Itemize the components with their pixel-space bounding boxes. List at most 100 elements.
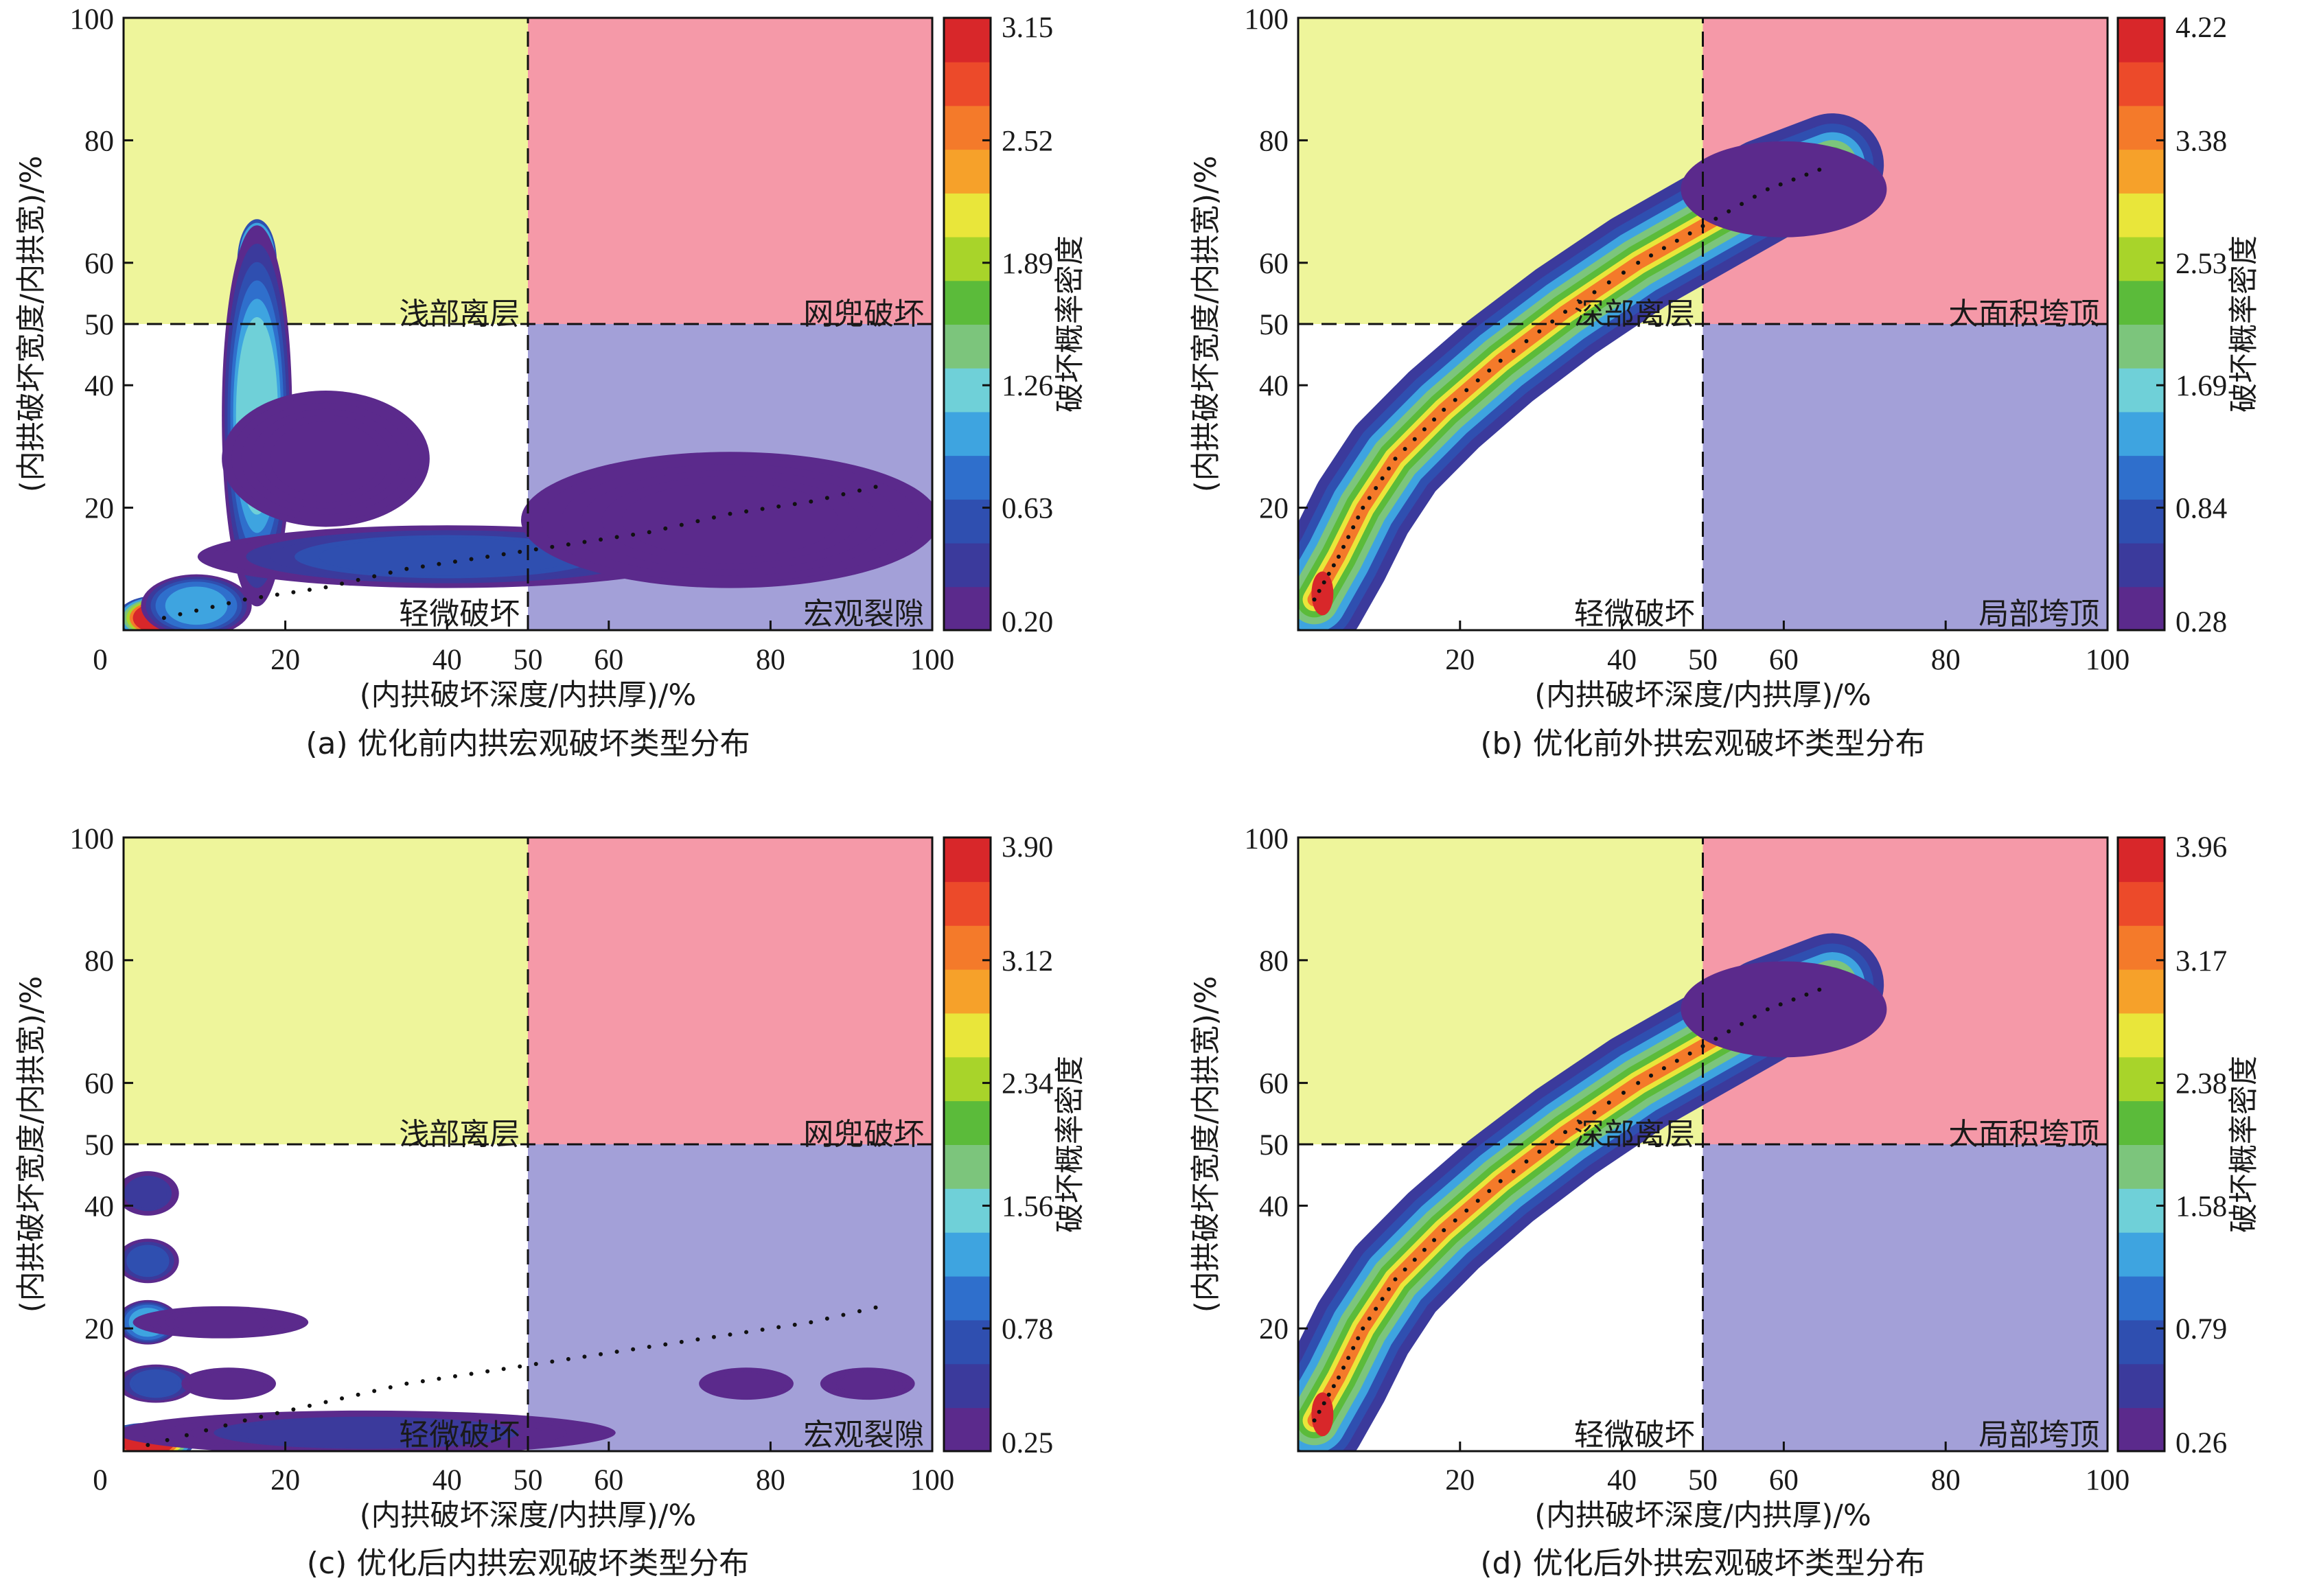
y-axis-label: (内拱破坏宽度/内拱宽)/% — [1189, 976, 1223, 1312]
colorbar-label: 破坏概率密度 — [2227, 235, 2261, 413]
data-point — [1778, 182, 1783, 187]
zone-label-top-left: 深部离层 — [1574, 297, 1695, 332]
colorbar-tick-label: 1.58 — [2175, 1190, 2227, 1223]
data-point — [1752, 1015, 1757, 1019]
colorbar-swatch — [944, 455, 991, 500]
data-point — [469, 557, 474, 562]
zone-label-bottom-left: 轻微破坏 — [399, 1418, 520, 1453]
colorbar-swatch — [944, 324, 991, 369]
data-point — [1336, 554, 1341, 559]
colorbar: 0.28 0.84 1.69 2.53 3.38 4.22 破坏概率密度 — [2116, 12, 2261, 638]
data-point — [1713, 1037, 1718, 1041]
density-contour — [201, 1372, 256, 1396]
data-point — [1387, 1286, 1392, 1291]
colorbar-swatch — [2118, 837, 2165, 882]
colorbar-tick-label: 0.63 — [1002, 493, 1053, 525]
x-axis-label: (内拱破坏深度/内拱厚)/% — [1534, 678, 1871, 713]
data-point — [204, 1428, 209, 1433]
data-point — [1403, 1267, 1407, 1272]
data-point — [1817, 167, 1822, 172]
data-point — [1356, 515, 1361, 520]
density-contour — [840, 1372, 895, 1396]
y-tick-label: 80 — [84, 945, 114, 978]
panel-caption: (b) 优化前外拱宏观破坏类型分布 — [1480, 726, 1925, 761]
zone-bottom-right — [1702, 1144, 2108, 1451]
data-point — [452, 1374, 457, 1378]
density-contour — [128, 1179, 168, 1208]
colorbar-swatch — [2118, 324, 2165, 369]
colorbar-swatch — [2118, 280, 2165, 325]
colorbar-tick-label: 1.89 — [1002, 248, 1053, 280]
colorbar-swatch — [944, 925, 991, 970]
data-point — [647, 1345, 651, 1350]
colorbar-frame — [943, 836, 992, 1453]
data-point — [1326, 571, 1331, 576]
data-point — [1393, 456, 1398, 461]
zone-label-top-left: 浅部离层 — [399, 297, 520, 332]
panel-caption: (c) 优化后内拱宏观破坏类型分布 — [307, 1546, 750, 1581]
data-point — [1578, 1120, 1582, 1124]
zone-bottom-right — [528, 1144, 932, 1451]
data-point — [1351, 1345, 1356, 1350]
data-point — [1403, 446, 1407, 451]
data-point — [582, 1354, 587, 1359]
data-point — [469, 1372, 474, 1376]
data-point — [550, 544, 555, 549]
data-point — [1804, 172, 1809, 177]
data-point — [404, 566, 409, 571]
density-layer — [124, 1171, 915, 1451]
colorbar-swatch — [944, 367, 991, 413]
data-point — [1412, 437, 1417, 441]
data-point — [1674, 238, 1679, 243]
data-point — [1475, 378, 1480, 383]
data-point — [1687, 231, 1692, 235]
x-tick-label: 100 — [910, 1464, 955, 1496]
data-point — [518, 1364, 522, 1369]
y-tick-label: 80 — [1259, 945, 1289, 978]
data-point — [1380, 1297, 1385, 1302]
y-tick-label: 20 — [1259, 1313, 1289, 1345]
density-contour — [319, 537, 575, 576]
data-point — [1346, 1356, 1351, 1361]
colorbar-tick-label: 1.56 — [1002, 1190, 1053, 1223]
zone-label-bottom-left: 轻微破坏 — [1574, 597, 1695, 632]
data-point — [1498, 358, 1503, 363]
density-spread — [1681, 141, 1887, 238]
data-point — [420, 564, 425, 569]
data-point — [1740, 1021, 1744, 1026]
x-tick-label: 60 — [594, 1464, 623, 1496]
data-point — [809, 1320, 813, 1325]
data-point — [1804, 992, 1809, 997]
data-point — [1336, 1375, 1341, 1380]
data-point — [1537, 329, 1542, 334]
y-tick-label: 60 — [1259, 1068, 1289, 1100]
data-point — [404, 1381, 409, 1386]
data-point — [599, 1352, 603, 1356]
data-point — [291, 1407, 296, 1412]
colorbar-swatch — [944, 1100, 991, 1145]
zone-label-bottom-left: 轻微破坏 — [399, 597, 520, 632]
density-contour — [238, 1418, 495, 1448]
colorbar-swatch — [2118, 236, 2165, 281]
density-peak — [1311, 1392, 1334, 1437]
colorbar-swatch — [2118, 1363, 2165, 1409]
data-point — [744, 1330, 749, 1334]
data-point — [1464, 388, 1469, 393]
y-axis-label: (内拱破坏宽度/内拱宽)/% — [1189, 156, 1223, 492]
colorbar-tick-label: 3.15 — [1002, 12, 1053, 44]
data-point — [1661, 246, 1666, 251]
data-point — [582, 540, 587, 544]
x-tick-label: 60 — [1769, 644, 1799, 676]
zone-top-left — [124, 837, 528, 1144]
x-tick-label: 0 — [93, 644, 108, 676]
data-point — [1380, 476, 1385, 481]
data-point — [1326, 1392, 1331, 1397]
data-point — [1592, 1110, 1597, 1115]
colorbar-tick-label: 4.22 — [2175, 12, 2227, 44]
y-tick-label: 80 — [1259, 125, 1289, 157]
data-point — [1475, 1199, 1480, 1203]
data-point — [1636, 1080, 1641, 1085]
zone-top-right — [528, 837, 932, 1144]
density-layer — [1298, 933, 1887, 1451]
density-peak — [1311, 571, 1334, 616]
